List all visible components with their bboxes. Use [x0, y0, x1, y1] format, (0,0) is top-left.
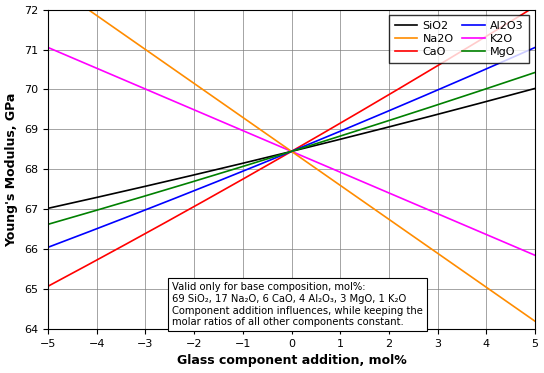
SiO2 [45, 206, 51, 210]
Y-axis label: Young's Modulus, GPa: Young's Modulus, GPa [5, 92, 18, 247]
SiO2 [276, 152, 282, 157]
CaO [444, 58, 450, 62]
SiO2 [335, 138, 341, 142]
SiO2 [444, 110, 450, 114]
MgO [520, 74, 527, 79]
Line: Na2O: Na2O [48, 0, 535, 321]
Legend: SiO2, Na2O, CaO, Al2O3, K2O, MgO: SiO2, Na2O, CaO, Al2O3, K2O, MgO [389, 15, 529, 63]
K2O [531, 253, 538, 257]
Na2O [276, 141, 282, 145]
X-axis label: Glass component addition, mol%: Glass component addition, mol% [177, 354, 406, 367]
K2O [276, 144, 282, 148]
CaO [308, 138, 315, 142]
K2O [279, 145, 286, 150]
SiO2 [308, 144, 315, 149]
K2O [444, 216, 450, 220]
SiO2 [520, 90, 527, 94]
CaO [520, 12, 527, 16]
Al2O3 [520, 50, 527, 55]
Line: MgO: MgO [48, 72, 535, 224]
Al2O3 [276, 154, 282, 159]
Na2O [308, 163, 315, 167]
Line: Al2O3: Al2O3 [48, 47, 535, 247]
Al2O3 [308, 141, 315, 145]
SiO2 [279, 151, 286, 156]
MgO [279, 152, 286, 157]
Na2O [520, 311, 527, 315]
CaO [335, 122, 341, 127]
MgO [308, 143, 315, 147]
Line: K2O: K2O [48, 47, 535, 255]
CaO [279, 154, 286, 159]
Al2O3 [45, 245, 51, 250]
Al2O3 [335, 130, 341, 134]
K2O [335, 169, 341, 173]
Na2O [531, 319, 538, 323]
Na2O [279, 143, 286, 147]
Line: CaO: CaO [48, 7, 535, 286]
Na2O [444, 258, 450, 262]
CaO [531, 4, 538, 9]
Al2O3 [279, 153, 286, 157]
CaO [45, 284, 51, 288]
K2O [45, 45, 51, 50]
Na2O [335, 182, 341, 186]
K2O [308, 158, 315, 162]
Line: SiO2: SiO2 [48, 88, 535, 208]
CaO [276, 156, 282, 161]
Text: Valid only for base composition, mol%:
69 SiO₂, 17 Na₂O, 6 CaO, 4 Al₂O₃, 3 MgO, : Valid only for base composition, mol%: 6… [172, 282, 423, 327]
K2O [520, 248, 527, 253]
MgO [45, 222, 51, 226]
Al2O3 [444, 84, 450, 88]
Al2O3 [531, 45, 538, 50]
MgO [335, 135, 341, 139]
SiO2 [531, 86, 538, 91]
MgO [444, 99, 450, 104]
MgO [276, 153, 282, 157]
MgO [531, 70, 538, 75]
